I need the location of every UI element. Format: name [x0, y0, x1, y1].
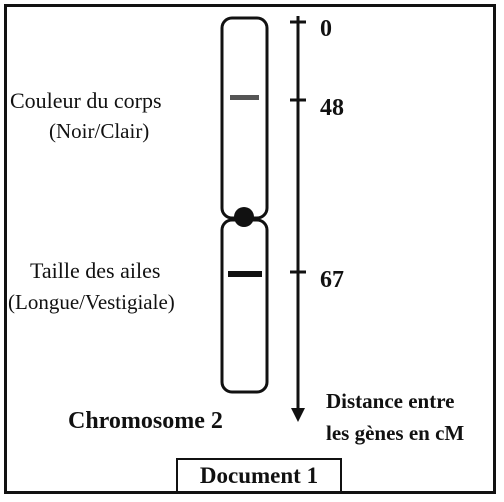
- document-label-box: Document 1: [176, 458, 342, 494]
- axis-tick-label-67: 67: [320, 267, 344, 293]
- axis-tick-label-48: 48: [320, 95, 344, 121]
- gene-alleles-wing-size: (Longue/Vestigiale): [8, 290, 175, 314]
- centromere: [234, 207, 254, 227]
- axis-caption-line1: Distance entre: [326, 389, 455, 413]
- locus-band-body-color: [230, 95, 259, 100]
- distance-axis-arrowhead: [291, 408, 305, 422]
- gene-name-wing-size: Taille des ailes: [30, 258, 161, 283]
- gene-name-body-color: Couleur du corps: [10, 88, 162, 113]
- chromosome-lower-arm: [220, 218, 269, 394]
- gene-alleles-body-color: (Noir/Clair): [49, 119, 150, 143]
- chromosome-upper-arm: [220, 16, 269, 220]
- locus-band-wing-size: [228, 271, 262, 277]
- axis-caption-line2: les gènes en cM: [326, 421, 465, 445]
- document-label: Document 1: [199, 463, 319, 488]
- axis-tick-label-0: 0: [320, 16, 332, 42]
- chromosome-title: Chromosome 2: [68, 408, 223, 434]
